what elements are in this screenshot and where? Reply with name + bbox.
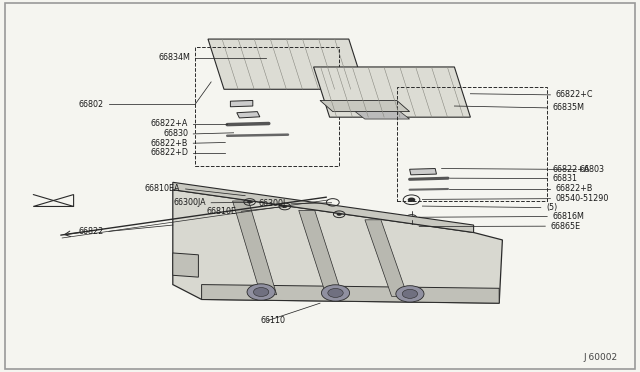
Bar (195, 46, 339, 166)
Text: 66834M: 66834M (158, 53, 190, 62)
Circle shape (247, 284, 275, 300)
Circle shape (247, 201, 252, 203)
Text: 66810EA: 66810EA (145, 185, 180, 193)
Circle shape (396, 286, 424, 302)
Text: 66822+A: 66822+A (151, 119, 188, 128)
Text: 66822+C: 66822+C (556, 90, 593, 99)
Polygon shape (230, 100, 253, 107)
Polygon shape (173, 253, 198, 277)
Circle shape (321, 285, 349, 301)
Text: 66835M: 66835M (552, 103, 584, 112)
Text: 66803: 66803 (579, 165, 604, 174)
Text: 66865E: 66865E (550, 222, 580, 231)
Circle shape (282, 205, 287, 208)
Text: J 60002: J 60002 (584, 353, 618, 362)
Text: 08540-51290: 08540-51290 (556, 194, 609, 203)
Text: 66822+B: 66822+B (151, 139, 188, 148)
Text: 66110: 66110 (260, 316, 285, 325)
Text: 66802: 66802 (79, 100, 104, 109)
Polygon shape (299, 211, 342, 295)
Circle shape (253, 288, 269, 296)
Polygon shape (410, 169, 436, 175)
Text: (5): (5) (546, 203, 557, 212)
Polygon shape (173, 182, 474, 232)
Polygon shape (365, 220, 408, 296)
Polygon shape (237, 112, 260, 118)
Text: 66822+A: 66822+A (552, 165, 589, 174)
Text: 66300JA: 66300JA (173, 198, 206, 207)
Circle shape (328, 289, 343, 298)
Circle shape (337, 213, 342, 216)
Text: 66816M: 66816M (552, 212, 584, 221)
Polygon shape (320, 100, 410, 112)
Text: 66300J: 66300J (259, 199, 286, 208)
Polygon shape (232, 201, 276, 295)
Text: 66822: 66822 (79, 227, 104, 236)
Text: 66810E: 66810E (206, 207, 236, 216)
Text: 66822+B: 66822+B (556, 184, 593, 193)
Text: 66822+D: 66822+D (150, 148, 188, 157)
Polygon shape (355, 112, 410, 119)
Polygon shape (208, 39, 365, 89)
Text: 66830: 66830 (163, 129, 188, 138)
Circle shape (403, 289, 418, 298)
Bar (397, 87, 547, 201)
Polygon shape (202, 285, 499, 303)
Circle shape (408, 198, 415, 202)
Text: 66831: 66831 (552, 174, 577, 183)
Polygon shape (173, 190, 502, 303)
Polygon shape (314, 67, 470, 117)
